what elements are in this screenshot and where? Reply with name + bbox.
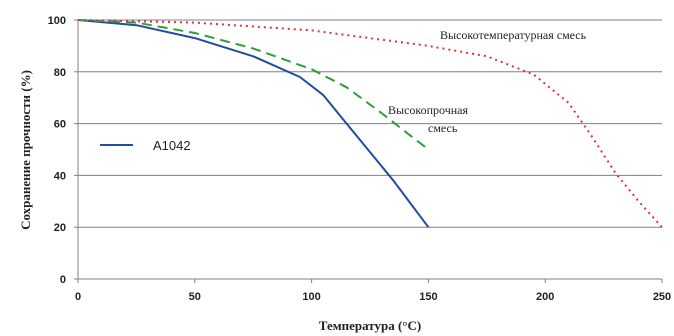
x-tick-labels: 0 50 100 150 200 250 bbox=[75, 291, 671, 303]
annotation-high-strength-line2: смесь bbox=[428, 121, 458, 135]
y-axis-label: Сохранение прочности (%) bbox=[18, 70, 33, 230]
y-tick-label-20: 20 bbox=[54, 222, 66, 234]
x-tick-label-50: 50 bbox=[189, 291, 201, 303]
y-tick-label-80: 80 bbox=[54, 67, 66, 79]
y-tick-label-0: 0 bbox=[60, 274, 66, 286]
annotation-high-strength-line1: Высокопрочная bbox=[388, 103, 469, 117]
annotation-high-temp-mix: Высокотемпературная смесь bbox=[440, 28, 587, 42]
x-tick-label-100: 100 bbox=[302, 291, 320, 303]
y-tick-label-40: 40 bbox=[54, 170, 66, 182]
x-tick-label-150: 150 bbox=[419, 291, 437, 303]
gridlines bbox=[78, 19, 662, 228]
series-lines bbox=[77, 19, 663, 228]
y-tick-labels: 0 20 40 60 80 100 bbox=[48, 15, 66, 286]
legend-label-a1042: A1042 bbox=[153, 138, 191, 153]
series-line-1 bbox=[77, 19, 430, 228]
series-line-2 bbox=[77, 19, 430, 151]
y-tick-label-60: 60 bbox=[54, 119, 66, 131]
y-tick-label-100: 100 bbox=[48, 15, 66, 27]
x-axis-label: Температура (°С) bbox=[319, 318, 421, 333]
x-tick-label-200: 200 bbox=[536, 291, 554, 303]
axes bbox=[74, 19, 663, 283]
x-tick-label-250: 250 bbox=[653, 291, 671, 303]
legend: A1042 bbox=[100, 138, 191, 153]
x-tick-label-0: 0 bbox=[75, 291, 81, 303]
